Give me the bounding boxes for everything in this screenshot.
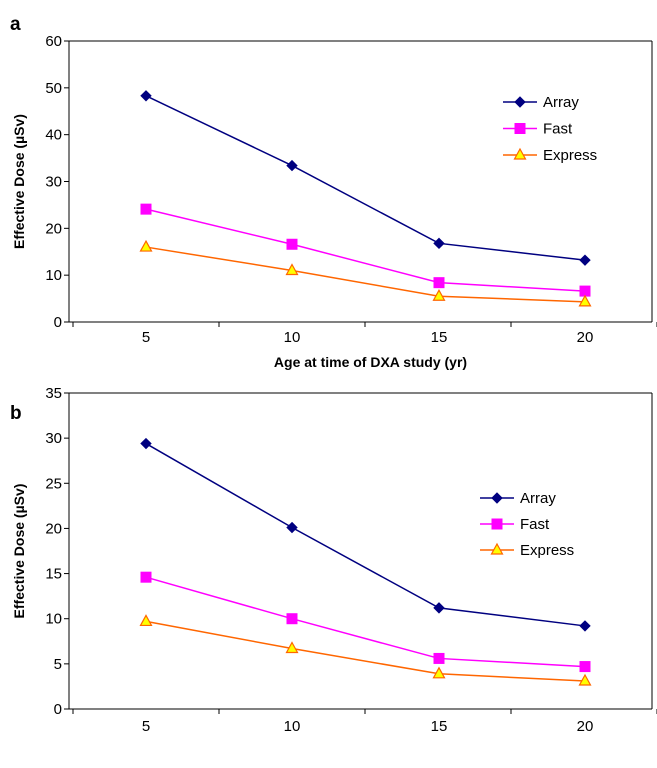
series-line-fast [145, 576, 586, 668]
series-fast [140, 571, 591, 673]
x-tick-label: 20 [577, 718, 594, 735]
panel-letter: a [10, 14, 21, 35]
legend-label: Array [543, 94, 579, 111]
legend-entry-express: Express [480, 542, 574, 559]
legend-label: Express [543, 147, 597, 164]
y-tick-label: 20 [45, 520, 62, 537]
series-line-fast [145, 208, 586, 292]
x-tick-label: 5 [142, 718, 150, 735]
x-tick-label: 10 [284, 329, 301, 346]
legend-entry-fast: Fast [503, 121, 573, 138]
data-point-fast [140, 203, 152, 215]
y-tick-label: 60 [45, 33, 62, 50]
y-tick-label: 15 [45, 566, 62, 583]
legend-entry-express: Express [503, 147, 597, 164]
data-point-express [578, 673, 592, 686]
y-tick-label: 25 [45, 475, 62, 492]
data-point-express [139, 614, 153, 627]
panel-letter: b [10, 403, 22, 424]
y-tick-label: 30 [45, 174, 62, 191]
series-array [140, 90, 591, 266]
series-express [139, 239, 592, 307]
series-line-express [145, 620, 586, 682]
data-point-fast [579, 285, 591, 297]
y-tick-label: 20 [45, 220, 62, 237]
data-point-express [285, 263, 299, 276]
x-axis-title: Age at time of DXA study (yr) [274, 354, 467, 370]
data-point-array [433, 237, 445, 250]
data-point-express [578, 294, 592, 307]
chart-panel-b: b051015202530355101520Age at time of DXA… [10, 385, 657, 768]
data-point-express [285, 641, 299, 654]
y-tick-label: 0 [54, 314, 62, 331]
y-tick-label: 30 [45, 430, 62, 447]
legend-entry-array: Array [503, 94, 579, 111]
y-tick-label: 5 [54, 656, 62, 673]
data-point-array [433, 602, 445, 614]
data-point-array [579, 254, 591, 266]
data-point-fast [433, 652, 445, 664]
legend-label: Express [520, 542, 574, 559]
data-point-express [432, 288, 446, 301]
y-tick-label: 0 [54, 701, 62, 718]
data-point-array [286, 159, 298, 172]
legend-label: Fast [520, 516, 550, 533]
data-point-array [140, 90, 152, 102]
legend-marker [491, 518, 503, 530]
data-point-express [139, 239, 153, 252]
data-point-fast [433, 277, 445, 289]
data-point-array [140, 437, 152, 450]
chart-panel-a: a 0 10 20 30 40 50 60 5 10 15 20 Age at time of DXA … [10, 14, 657, 370]
series-express [139, 614, 592, 686]
legend-marker [491, 492, 503, 504]
series-line-array [145, 95, 586, 261]
series-line-express [145, 246, 586, 303]
legend-label: Fast [543, 121, 573, 138]
legend-entry-array: Array [480, 490, 556, 507]
series-fast [140, 203, 591, 297]
data-point-array [579, 620, 591, 632]
legend-marker [514, 96, 526, 108]
y-tick-label: 50 [45, 80, 62, 97]
data-point-fast [286, 238, 298, 250]
x-tick-label: 10 [284, 718, 301, 735]
legend-entry-fast: Fast [480, 516, 550, 533]
y-tick-label: 10 [45, 611, 62, 628]
y-axis-title: Effective Dose (µSv) [11, 484, 27, 619]
legend-marker [513, 147, 527, 160]
series-array [140, 437, 591, 632]
data-point-express [432, 666, 446, 679]
y-tick-label: 35 [45, 385, 62, 402]
legend-marker [490, 542, 504, 555]
legend-label: Array [520, 490, 556, 507]
x-tick-label: 15 [431, 329, 448, 346]
data-point-array [286, 521, 298, 534]
x-tick-label: 5 [142, 329, 150, 346]
data-point-fast [140, 571, 152, 583]
x-tick-label: 15 [431, 718, 448, 735]
y-tick-label: 10 [45, 267, 62, 284]
series-line-array [145, 442, 586, 627]
data-point-fast [579, 661, 591, 673]
y-axis-title: Effective Dose (µSv) [11, 114, 27, 249]
data-point-fast [286, 613, 298, 625]
y-tick-label: 40 [45, 127, 62, 144]
x-tick-label: 20 [577, 329, 594, 346]
legend-marker [514, 123, 526, 134]
